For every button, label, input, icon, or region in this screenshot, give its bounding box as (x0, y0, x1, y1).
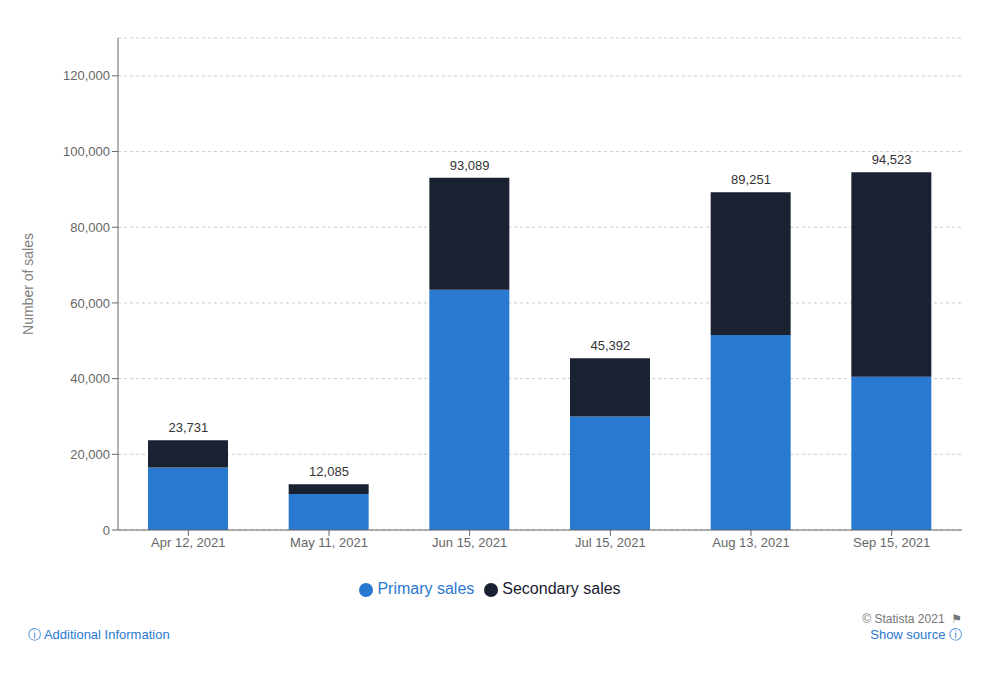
svg-text:20,000: 20,000 (70, 447, 110, 462)
html-text:Show source ⓘ: Show source ⓘ (870, 627, 962, 642)
svg-text:94,523: 94,523 (872, 152, 912, 167)
svg-text:Jun 15, 2021: Jun 15, 2021 (432, 535, 507, 550)
svg-text:Jul 15, 2021: Jul 15, 2021 (575, 535, 646, 550)
svg-text:Sep 15, 2021: Sep 15, 2021 (853, 535, 930, 550)
svg-text:Number of sales: Number of sales (20, 233, 36, 335)
html-text:Primary sales: Primary sales (377, 580, 475, 597)
svg-text:89,251: 89,251 (731, 172, 771, 187)
svg-text:80,000: 80,000 (70, 220, 110, 235)
svg-text:60,000: 60,000 (70, 296, 110, 311)
html-text:ⓘ Additional Information: ⓘ Additional Information (28, 627, 170, 642)
svg-text:100,000: 100,000 (63, 144, 110, 159)
svg-text:May 11, 2021: May 11, 2021 (290, 535, 368, 550)
svg-text:Aug 13, 2021: Aug 13, 2021 (712, 535, 789, 550)
html-text:© Statista 2021 ⚑: © Statista 2021 ⚑ (862, 612, 962, 626)
svg-text:45,392: 45,392 (590, 338, 630, 353)
svg-text:120,000: 120,000 (63, 68, 110, 83)
svg-text:23,731: 23,731 (168, 420, 208, 435)
svg-text:Apr 12, 2021: Apr 12, 2021 (151, 535, 225, 550)
svg-text:12,085: 12,085 (309, 464, 349, 479)
svg-text:40,000: 40,000 (70, 371, 110, 386)
svg-text:0: 0 (103, 523, 110, 538)
svg-text:93,089: 93,089 (450, 158, 490, 173)
html-text:Secondary sales: Secondary sales (502, 580, 621, 597)
